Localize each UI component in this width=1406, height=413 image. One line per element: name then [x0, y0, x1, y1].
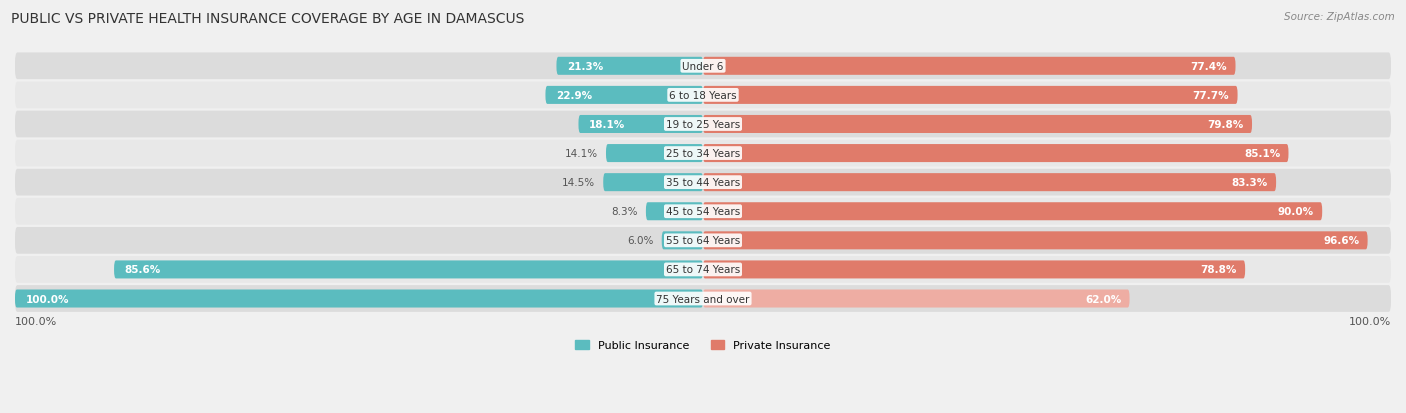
FancyBboxPatch shape	[606, 145, 703, 163]
FancyBboxPatch shape	[703, 145, 1288, 163]
Text: 90.0%: 90.0%	[1278, 207, 1315, 217]
FancyBboxPatch shape	[662, 232, 703, 250]
FancyBboxPatch shape	[703, 58, 1236, 76]
FancyBboxPatch shape	[15, 82, 1391, 109]
FancyBboxPatch shape	[15, 112, 1391, 138]
FancyBboxPatch shape	[603, 174, 703, 192]
Text: 78.8%: 78.8%	[1201, 265, 1237, 275]
FancyBboxPatch shape	[578, 116, 703, 134]
FancyBboxPatch shape	[15, 285, 1391, 312]
Text: 77.7%: 77.7%	[1192, 91, 1229, 101]
Text: 75 Years and over: 75 Years and over	[657, 294, 749, 304]
Text: 35 to 44 Years: 35 to 44 Years	[666, 178, 740, 188]
FancyBboxPatch shape	[703, 290, 1129, 308]
FancyBboxPatch shape	[703, 174, 1277, 192]
Text: 77.4%: 77.4%	[1191, 62, 1227, 71]
FancyBboxPatch shape	[703, 116, 1251, 134]
Text: 85.1%: 85.1%	[1244, 149, 1281, 159]
FancyBboxPatch shape	[15, 198, 1391, 225]
FancyBboxPatch shape	[703, 261, 1246, 279]
Text: 45 to 54 Years: 45 to 54 Years	[666, 207, 740, 217]
FancyBboxPatch shape	[15, 290, 703, 308]
FancyBboxPatch shape	[645, 203, 703, 221]
Text: 85.6%: 85.6%	[124, 265, 160, 275]
Text: 14.1%: 14.1%	[565, 149, 598, 159]
Text: 22.9%: 22.9%	[555, 91, 592, 101]
Text: 79.8%: 79.8%	[1208, 120, 1244, 130]
Text: 8.3%: 8.3%	[612, 207, 638, 217]
Text: 21.3%: 21.3%	[567, 62, 603, 71]
FancyBboxPatch shape	[546, 87, 703, 104]
Text: 100.0%: 100.0%	[1348, 316, 1391, 326]
FancyBboxPatch shape	[15, 228, 1391, 254]
Text: 62.0%: 62.0%	[1085, 294, 1122, 304]
Text: 14.5%: 14.5%	[562, 178, 595, 188]
Text: 83.3%: 83.3%	[1232, 178, 1268, 188]
Text: 6.0%: 6.0%	[627, 236, 654, 246]
Text: 18.1%: 18.1%	[589, 120, 626, 130]
FancyBboxPatch shape	[15, 53, 1391, 80]
FancyBboxPatch shape	[703, 87, 1237, 104]
FancyBboxPatch shape	[15, 140, 1391, 167]
FancyBboxPatch shape	[114, 261, 703, 279]
Text: 65 to 74 Years: 65 to 74 Years	[666, 265, 740, 275]
FancyBboxPatch shape	[557, 58, 703, 76]
Text: 25 to 34 Years: 25 to 34 Years	[666, 149, 740, 159]
Text: 96.6%: 96.6%	[1323, 236, 1360, 246]
Text: PUBLIC VS PRIVATE HEALTH INSURANCE COVERAGE BY AGE IN DAMASCUS: PUBLIC VS PRIVATE HEALTH INSURANCE COVER…	[11, 12, 524, 26]
Text: 19 to 25 Years: 19 to 25 Years	[666, 120, 740, 130]
Text: 6 to 18 Years: 6 to 18 Years	[669, 91, 737, 101]
Text: 55 to 64 Years: 55 to 64 Years	[666, 236, 740, 246]
FancyBboxPatch shape	[15, 169, 1391, 196]
Legend: Public Insurance, Private Insurance: Public Insurance, Private Insurance	[571, 335, 835, 355]
Text: Source: ZipAtlas.com: Source: ZipAtlas.com	[1284, 12, 1395, 22]
FancyBboxPatch shape	[703, 232, 1368, 250]
Text: 100.0%: 100.0%	[15, 316, 58, 326]
Text: 100.0%: 100.0%	[25, 294, 69, 304]
FancyBboxPatch shape	[703, 203, 1322, 221]
Text: Under 6: Under 6	[682, 62, 724, 71]
FancyBboxPatch shape	[15, 256, 1391, 283]
